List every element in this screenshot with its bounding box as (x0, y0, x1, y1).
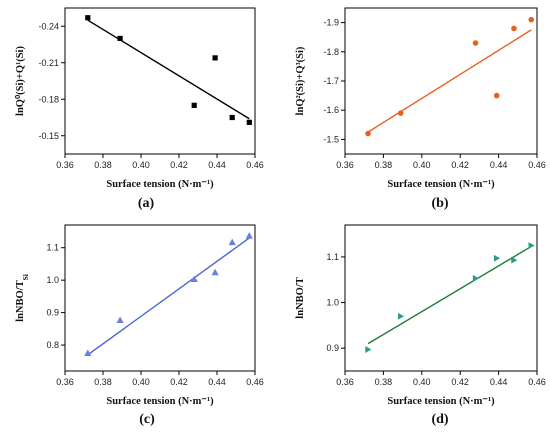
y-tick-label: -1.9 (323, 18, 339, 28)
y-axis-label-sub: Si (21, 274, 30, 280)
x-axis-label: Surface tension (N·m⁻¹) (106, 179, 214, 190)
data-point (397, 110, 404, 116)
fit-line (367, 29, 532, 133)
panel-d: 0.36 0.38 0.40 0.42 0.44 0.46 0.9 1.0 1.1 Surface… (295, 224, 546, 427)
y-axis-label-main: lnNBO/T (295, 277, 306, 318)
data-point (472, 274, 479, 282)
x-axis-label: Surface tension (N·m⁻¹) (106, 396, 214, 407)
y-tick-label: -1.5 (323, 134, 339, 144)
y-tick-label: 0.8 (46, 340, 59, 350)
panel-b: 0.36 0.38 0.40 0.42 0.44 0.46 -1.9 -1.8 -1.7 -1.6… (295, 7, 546, 211)
y-tick-label: 1.0 (46, 275, 59, 285)
data-point (528, 242, 535, 249)
data-point (493, 254, 501, 262)
data-point (472, 40, 479, 46)
y-tick-label: -0.18 (38, 94, 59, 104)
y-axis-label: lnQ²(Si)+Q³(Si) (295, 46, 306, 115)
data-point (117, 35, 123, 42)
x-tick-label: 0.36 (336, 160, 354, 170)
x-tick-label: 0.42 (451, 377, 469, 387)
y-tick-label: 1.0 (326, 298, 339, 308)
data-point (493, 92, 500, 99)
panel-caption: (b) (431, 196, 448, 211)
x-tick-label: 0.46 (246, 377, 264, 387)
panel-a: 0.36 0.38 0.40 0.42 0.44 0.46 -0.24 -0.21 -0.18 -… (14, 7, 264, 211)
x-tick-label: 0.40 (132, 160, 150, 170)
data-point (190, 275, 198, 283)
panel-caption: (c) (139, 412, 155, 427)
x-tick-label: 0.44 (490, 377, 508, 387)
x-axis-label: Surface tension (N·m⁻¹) (387, 396, 495, 407)
panel-c: 0.36 0.38 0.40 0.42 0.44 0.46 0.8 0.9 1.0 1.1 Surf… (15, 224, 264, 427)
y-tick-label: 0.9 (326, 343, 339, 353)
y-axis-label-main: lnQ⁰(Si)+Q¹(Si) (14, 46, 26, 116)
x-tick-label: 0.42 (451, 160, 469, 170)
plot-frame (64, 224, 256, 372)
y-tick-label: -1.7 (323, 76, 339, 86)
fit-line (87, 19, 250, 120)
x-tick-label: 0.46 (528, 160, 546, 170)
data-point (246, 119, 252, 125)
data-point (528, 16, 535, 23)
y-axis-label-main: lnQ²(Si)+Q³(Si) (295, 46, 306, 115)
data-point (365, 130, 371, 137)
x-tick-label: 0.40 (413, 160, 431, 170)
panel-caption: (a) (138, 196, 155, 211)
x-tick-label: 0.38 (375, 160, 393, 170)
x-tick-label: 0.40 (413, 377, 431, 387)
fit-line (367, 245, 532, 345)
data-point (245, 232, 253, 239)
data-point (365, 346, 372, 353)
data-point (511, 25, 517, 32)
y-tick-label: -1.8 (323, 47, 339, 57)
data-point (85, 15, 91, 21)
fit-line (87, 237, 250, 356)
y-tick-label: 1.1 (46, 243, 59, 253)
x-axis-label: Surface tension (N·m⁻¹) (387, 179, 495, 190)
x-tick-label: 0.44 (208, 160, 226, 170)
data-point (397, 312, 405, 320)
y-tick-label: 0.9 (46, 308, 59, 318)
x-tick-label: 0.46 (528, 377, 546, 387)
data-point (212, 55, 218, 61)
plot-frame (64, 7, 256, 155)
data-point (228, 238, 236, 246)
data-point (511, 256, 518, 264)
x-tick-label: 0.40 (132, 377, 150, 387)
x-tick-label: 0.38 (94, 377, 112, 387)
x-tick-label: 0.44 (208, 377, 226, 387)
y-tick-label: 1.1 (326, 252, 339, 262)
data-point (191, 102, 197, 108)
y-tick-label: -1.6 (323, 105, 339, 115)
x-tick-label: 0.42 (170, 160, 188, 170)
plot-frame (344, 224, 538, 372)
x-tick-label: 0.42 (170, 377, 188, 387)
data-point (116, 316, 124, 323)
y-axis-label-main: lnNBO/T (15, 280, 26, 321)
x-tick-label: 0.46 (246, 160, 264, 170)
x-tick-label: 0.44 (490, 160, 508, 170)
data-point (211, 268, 219, 276)
plot-frame (344, 7, 538, 155)
x-tick-label: 0.36 (56, 160, 74, 170)
data-point (229, 114, 235, 121)
y-axis-label: lnQ⁰(Si)+Q¹(Si) (14, 46, 26, 116)
x-tick-label: 0.38 (375, 377, 393, 387)
x-tick-label: 0.36 (336, 377, 354, 387)
y-axis-label: lnNBO/TSi (15, 274, 30, 322)
y-tick-label: -0.15 (38, 131, 59, 141)
panel-caption: (d) (431, 412, 448, 427)
x-tick-label: 0.36 (56, 377, 74, 387)
data-point (84, 349, 92, 357)
y-tick-label: -0.24 (38, 21, 59, 31)
y-axis-label: lnNBO/T (295, 277, 306, 318)
x-tick-label: 0.38 (94, 160, 112, 170)
y-tick-label: -0.21 (38, 58, 59, 68)
